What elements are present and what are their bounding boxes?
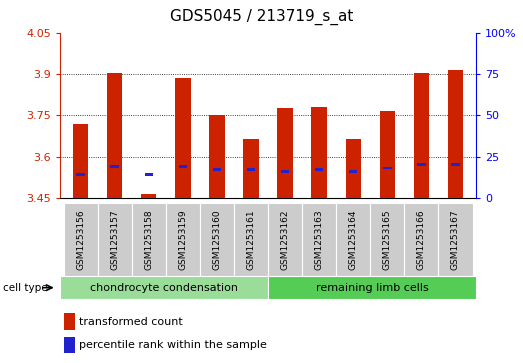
Bar <box>60 276 268 299</box>
Bar <box>277 109 293 198</box>
Text: percentile rank within the sample: percentile rank within the sample <box>79 340 267 350</box>
Bar <box>64 313 75 330</box>
Bar <box>175 78 190 198</box>
Text: GSM1253158: GSM1253158 <box>144 209 153 270</box>
Bar <box>404 203 438 276</box>
Bar <box>132 203 166 276</box>
Text: remaining limb cells: remaining limb cells <box>315 283 428 293</box>
Text: GSM1253166: GSM1253166 <box>417 209 426 270</box>
Text: GSM1253161: GSM1253161 <box>246 209 256 270</box>
Text: GSM1253156: GSM1253156 <box>76 209 85 270</box>
Bar <box>200 203 234 276</box>
Bar <box>73 123 88 198</box>
Bar <box>370 203 404 276</box>
Bar <box>141 194 156 198</box>
Text: GSM1253157: GSM1253157 <box>110 209 119 270</box>
Bar <box>336 203 370 276</box>
Bar <box>268 203 302 276</box>
Bar <box>64 203 98 276</box>
Bar <box>346 139 361 198</box>
Bar <box>243 139 259 198</box>
Text: GSM1253160: GSM1253160 <box>212 209 221 270</box>
Bar <box>213 168 221 171</box>
Bar <box>107 73 122 198</box>
Bar <box>451 163 460 166</box>
Bar <box>144 173 153 176</box>
Bar <box>315 168 323 171</box>
Text: chondrocyte condensation: chondrocyte condensation <box>90 283 238 293</box>
Bar <box>448 70 463 198</box>
Text: GSM1253164: GSM1253164 <box>349 209 358 270</box>
Bar <box>383 167 392 170</box>
Bar <box>302 203 336 276</box>
Bar <box>438 203 472 276</box>
Bar <box>281 170 289 173</box>
Bar <box>247 168 255 171</box>
Text: GDS5045 / 213719_s_at: GDS5045 / 213719_s_at <box>170 9 353 25</box>
Bar <box>380 111 395 198</box>
Bar <box>234 203 268 276</box>
Text: GSM1253159: GSM1253159 <box>178 209 187 270</box>
Bar <box>349 170 357 173</box>
Bar <box>98 203 132 276</box>
Text: cell type: cell type <box>3 283 47 293</box>
Text: GSM1253162: GSM1253162 <box>280 209 290 270</box>
Bar <box>209 115 224 198</box>
Bar <box>312 107 327 198</box>
Bar <box>166 203 200 276</box>
Text: GSM1253163: GSM1253163 <box>315 209 324 270</box>
Bar <box>64 337 75 354</box>
Text: GSM1253165: GSM1253165 <box>383 209 392 270</box>
Bar <box>76 173 85 176</box>
Bar <box>417 163 426 166</box>
Text: transformed count: transformed count <box>79 317 183 327</box>
Bar <box>414 73 429 198</box>
Bar <box>179 166 187 168</box>
Bar <box>268 276 476 299</box>
Bar <box>110 166 119 168</box>
Text: GSM1253167: GSM1253167 <box>451 209 460 270</box>
